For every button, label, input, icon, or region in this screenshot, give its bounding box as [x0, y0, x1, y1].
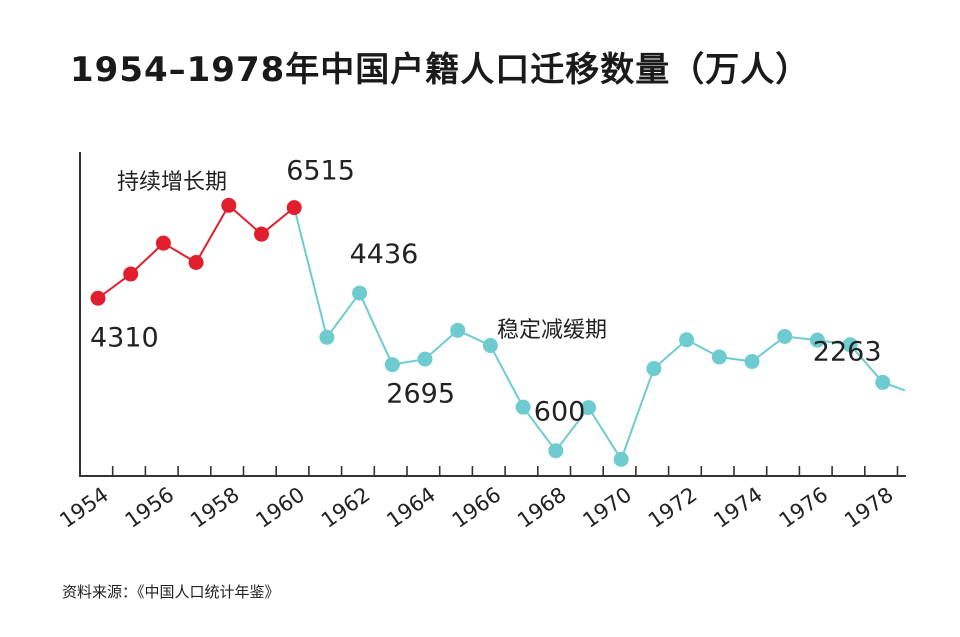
x-tick-label: 1960	[252, 482, 310, 532]
data-label: 4436	[350, 239, 419, 270]
series-line-growth	[97, 203, 295, 300]
data-point	[875, 374, 891, 390]
data-label: 6515	[286, 156, 355, 187]
x-tick-label: 1964	[382, 482, 440, 532]
x-tick-label: 1974	[709, 482, 767, 532]
data-point	[155, 235, 171, 251]
data-label: 2695	[386, 379, 455, 410]
data-point	[515, 399, 531, 415]
data-point	[352, 285, 368, 301]
x-tick-label: 1968	[513, 482, 571, 532]
series-points	[90, 197, 891, 467]
data-point	[744, 354, 760, 370]
x-tick-label: 1962	[317, 482, 375, 532]
data-point	[221, 197, 237, 213]
x-axis-ticks	[79, 466, 899, 476]
data-point	[548, 443, 564, 459]
data-point	[777, 328, 793, 344]
x-tick-label: 1976	[775, 482, 833, 532]
data-point	[286, 200, 302, 216]
x-tick-label: 1958	[186, 482, 244, 532]
data-label: 600	[534, 397, 586, 428]
data-point	[123, 266, 139, 282]
data-point	[842, 337, 858, 353]
chart-title: 1954–1978年中国户籍人口迁移数量（万人）	[70, 50, 811, 90]
x-tick-label: 1954	[55, 482, 113, 532]
data-point	[90, 290, 106, 306]
data-point	[809, 332, 825, 348]
x-tick-label: 1966	[448, 482, 506, 532]
data-point	[188, 255, 204, 271]
data-point	[711, 349, 727, 365]
source-note: 资料来源：《中国人口统计年鉴》	[62, 583, 280, 601]
data-point	[450, 322, 466, 338]
x-tick-label: 1956	[121, 482, 179, 532]
x-tick-label: 1978	[840, 482, 898, 532]
data-point	[254, 226, 269, 242]
phase-label: 持续增长期	[117, 170, 227, 195]
data-point	[319, 329, 335, 345]
data-point	[646, 361, 662, 377]
data-point	[417, 351, 433, 367]
data-label: 4310	[90, 322, 159, 353]
data-label: 2263	[813, 336, 882, 367]
data-point	[581, 400, 596, 416]
data-point	[613, 451, 629, 467]
data-point	[482, 338, 498, 354]
x-tick-label: 1972	[644, 482, 702, 532]
x-tick-label: 1970	[579, 482, 637, 532]
data-point	[384, 357, 400, 373]
phase-label: 稳定减缓期	[497, 318, 607, 343]
data-point	[679, 332, 695, 348]
